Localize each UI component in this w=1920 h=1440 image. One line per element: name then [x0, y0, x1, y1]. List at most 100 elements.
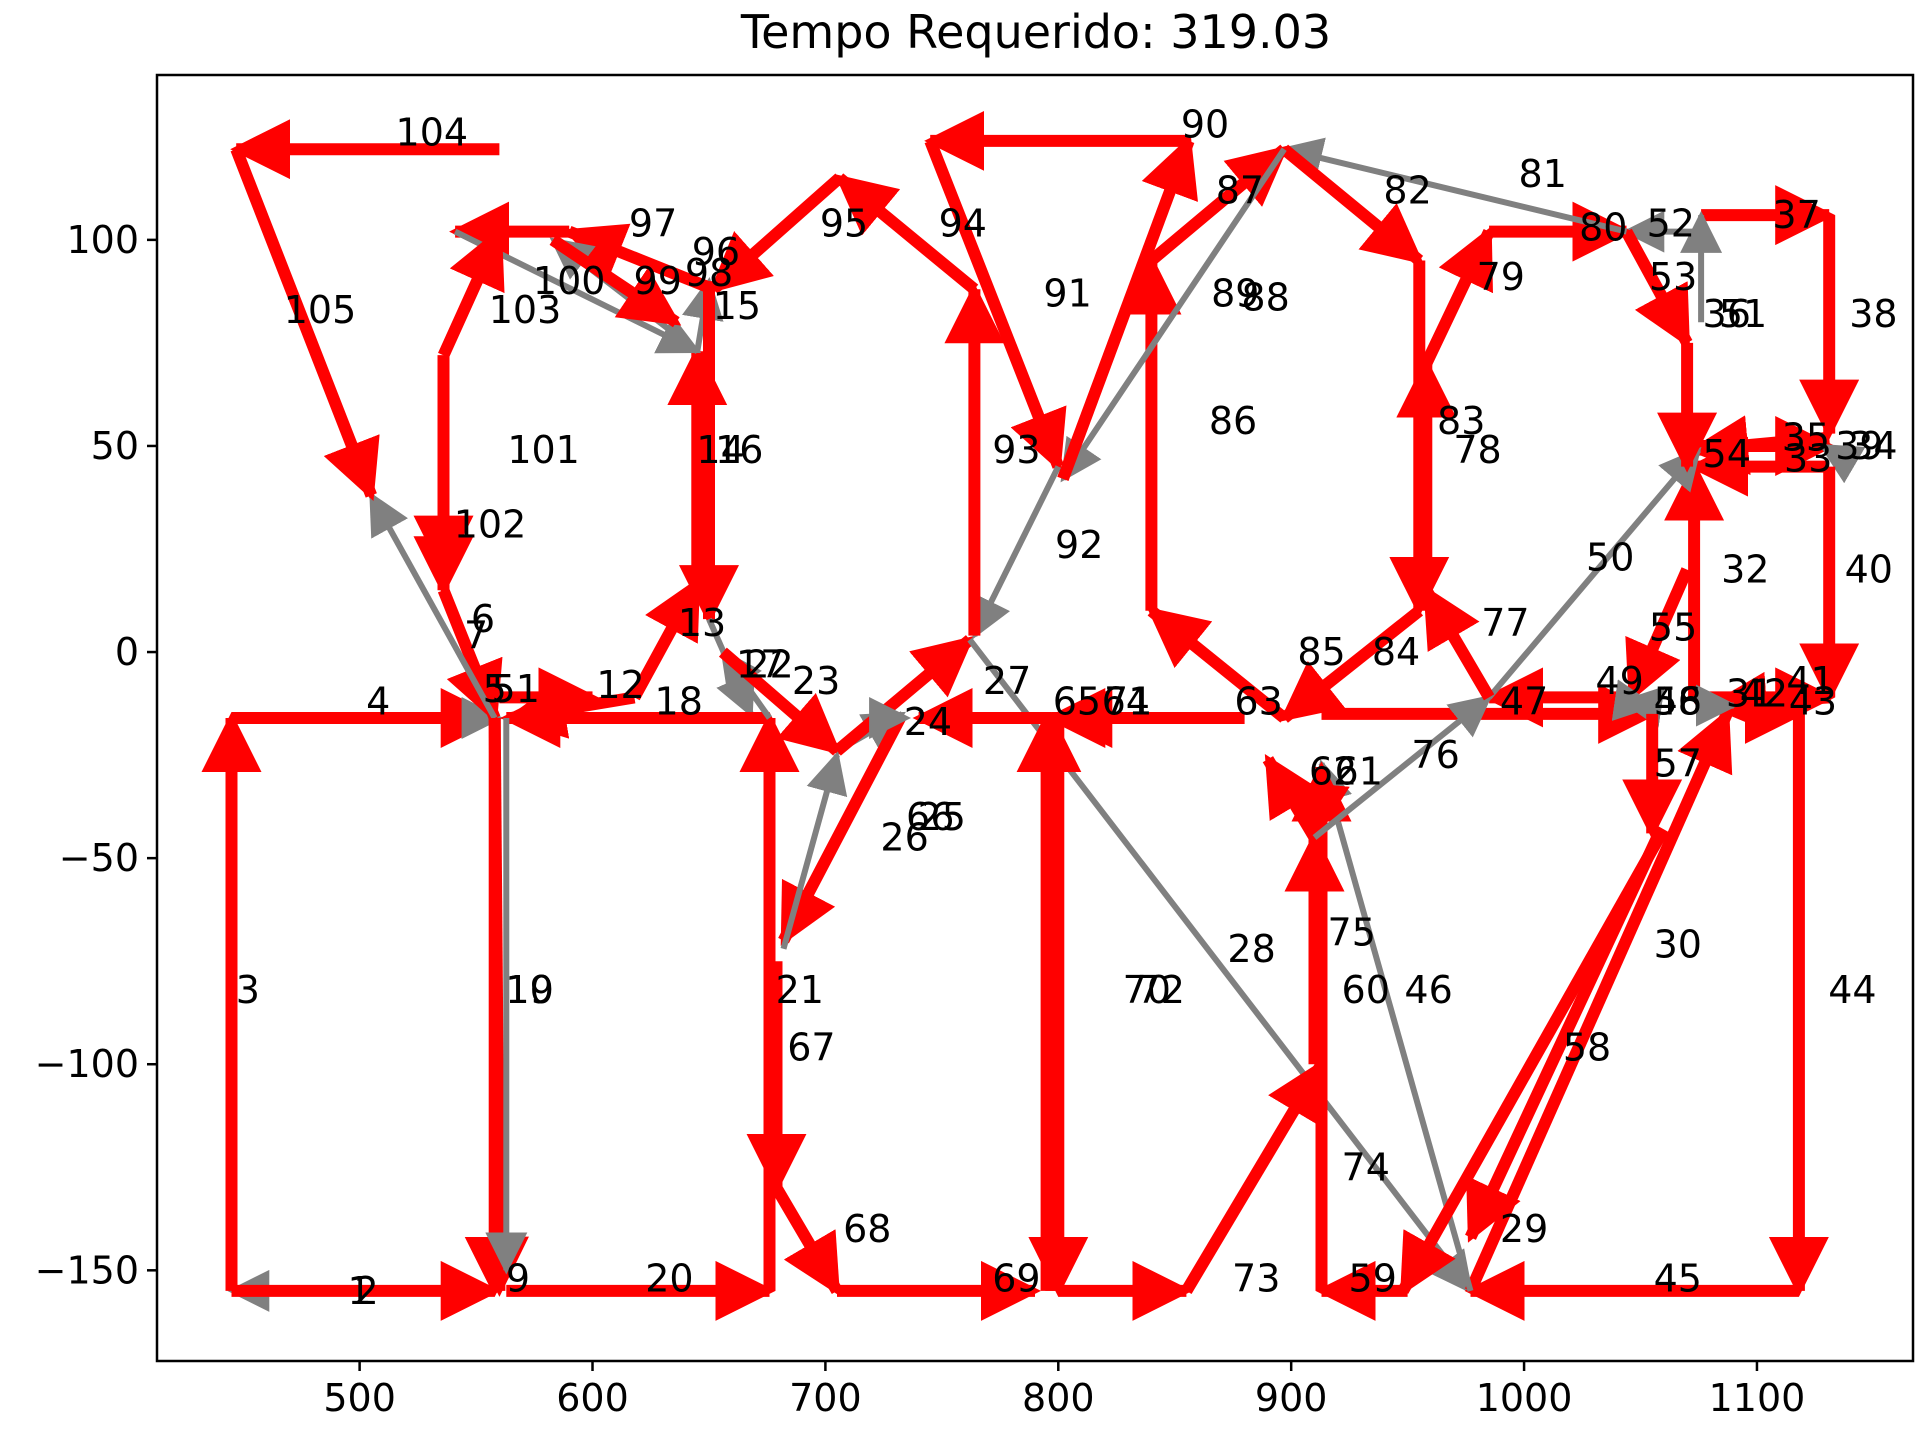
segment-label-63: 63	[1234, 680, 1282, 724]
segment-label-23: 23	[792, 659, 840, 703]
segment-label-2: 2	[355, 1269, 379, 1313]
segment-label-99: 99	[634, 259, 682, 303]
path-segment-87	[1147, 144, 1289, 266]
segment-label-1: 1	[348, 1269, 372, 1313]
path-segment-29	[1465, 708, 1733, 1294]
path-segment-50	[1486, 446, 1702, 700]
path-segment-92	[971, 465, 1061, 640]
segment-label-89: 89	[1211, 272, 1259, 316]
path-segment-103	[438, 226, 505, 358]
segment-label-90: 90	[1181, 103, 1229, 147]
x-tick-label: 1100	[1709, 1376, 1806, 1420]
y-tick-label: 0	[115, 630, 139, 674]
segment-label-50: 50	[1586, 535, 1634, 579]
segment-label-12: 12	[596, 663, 644, 707]
segment-label-36: 36	[1703, 292, 1751, 336]
segment-label-27: 27	[983, 659, 1031, 703]
segments-layer	[201, 110, 1866, 1321]
segment-label-74: 74	[1342, 1145, 1390, 1189]
segment-label-56: 56	[1654, 680, 1702, 724]
segment-label-3: 3	[236, 968, 260, 1012]
path-segment-46	[1311, 759, 1474, 1292]
path-segment-74	[1181, 1059, 1327, 1294]
path-segment-88	[1060, 147, 1287, 483]
segment-label-51: 51	[492, 667, 540, 711]
path-segment-91	[924, 138, 1067, 473]
segment-label-42: 42	[1740, 671, 1788, 715]
segment-label-64: 64	[1102, 680, 1150, 724]
segment-label-97: 97	[629, 201, 677, 245]
path-segment-94	[834, 173, 979, 294]
segment-label-68: 68	[843, 1207, 891, 1251]
segment-label-37: 37	[1772, 193, 1820, 237]
segment-label-98: 98	[685, 251, 733, 295]
path-segment-7	[368, 491, 498, 720]
segment-label-39: 39	[1835, 424, 1883, 468]
segment-label-19: 19	[505, 968, 553, 1012]
segment-label-46: 46	[1404, 968, 1452, 1012]
segment-label-72: 72	[1137, 968, 1185, 1012]
segment-label-10: 10	[505, 968, 553, 1012]
segment-label-28: 28	[1227, 927, 1275, 971]
segment-label-41: 41	[1786, 659, 1834, 703]
segment-label-95: 95	[820, 201, 868, 245]
segment-label-54: 54	[1703, 432, 1751, 476]
x-tick-label: 900	[1255, 1376, 1328, 1420]
segment-label-79: 79	[1477, 255, 1525, 299]
path-segment-39	[1818, 443, 1866, 484]
segment-label-66: 66	[906, 795, 954, 839]
segment-label-45: 45	[1654, 1257, 1702, 1301]
segment-label-62: 62	[1309, 750, 1357, 794]
segment-label-57: 57	[1654, 741, 1702, 785]
segment-label-49: 49	[1595, 659, 1643, 703]
segment-label-6: 6	[471, 597, 495, 641]
path-segment-89	[1057, 135, 1198, 481]
segment-label-67: 67	[787, 1026, 835, 1070]
path-segment-81	[1280, 137, 1628, 235]
segment-label-77: 77	[1481, 601, 1529, 645]
segment-label-59: 59	[1349, 1257, 1397, 1301]
path-segment-95	[709, 173, 844, 294]
segment-label-103: 103	[489, 288, 562, 332]
segment-label-85: 85	[1297, 630, 1345, 674]
segment-label-65: 65	[1053, 680, 1101, 724]
segment-label-14: 14	[696, 428, 744, 472]
segment-label-48: 48	[1654, 680, 1702, 724]
segment-label-75: 75	[1328, 910, 1376, 954]
segment-label-55: 55	[1649, 605, 1697, 649]
segment-label-94: 94	[939, 201, 987, 245]
x-tick-label: 700	[789, 1376, 862, 1420]
segment-label-33: 33	[1784, 436, 1832, 480]
segment-label-47: 47	[1500, 680, 1548, 724]
segment-label-69: 69	[992, 1257, 1040, 1301]
segment-label-13: 13	[678, 601, 726, 645]
segment-label-100: 100	[533, 259, 606, 303]
path-segment-100	[549, 234, 682, 328]
segment-label-15: 15	[713, 284, 761, 328]
path-segment-56	[1611, 679, 1657, 721]
y-tick-label: −150	[35, 1248, 139, 1292]
segment-label-22: 22	[745, 642, 793, 686]
path-segment-26	[780, 751, 848, 950]
x-tick-label: 800	[1022, 1376, 1095, 1420]
segment-label-70: 70	[1123, 968, 1171, 1012]
segment-label-60: 60	[1342, 968, 1390, 1012]
y-axis: 100 50 0 −50 −100 −150	[35, 218, 157, 1292]
path-segment-23	[718, 647, 842, 756]
segment-label-7: 7	[464, 614, 488, 658]
segment-label-24: 24	[904, 700, 952, 744]
x-tick-label: 600	[556, 1376, 629, 1420]
segment-label-83: 83	[1437, 399, 1485, 443]
segment-label-87: 87	[1216, 168, 1264, 212]
segment-label-52: 52	[1647, 201, 1695, 245]
segment-label-104: 104	[396, 111, 469, 155]
segment-label-34: 34	[1849, 424, 1897, 468]
segment-label-5: 5	[483, 667, 507, 711]
segment-label-44: 44	[1828, 968, 1876, 1012]
path-segment-25	[778, 711, 908, 946]
x-tick-label: 1000	[1476, 1376, 1573, 1420]
path-segment-105	[230, 147, 380, 501]
chart-title: Tempo Requerido: 319.03	[740, 5, 1331, 59]
segment-label-16: 16	[715, 428, 763, 472]
segment-label-51b: 51	[1719, 292, 1767, 336]
